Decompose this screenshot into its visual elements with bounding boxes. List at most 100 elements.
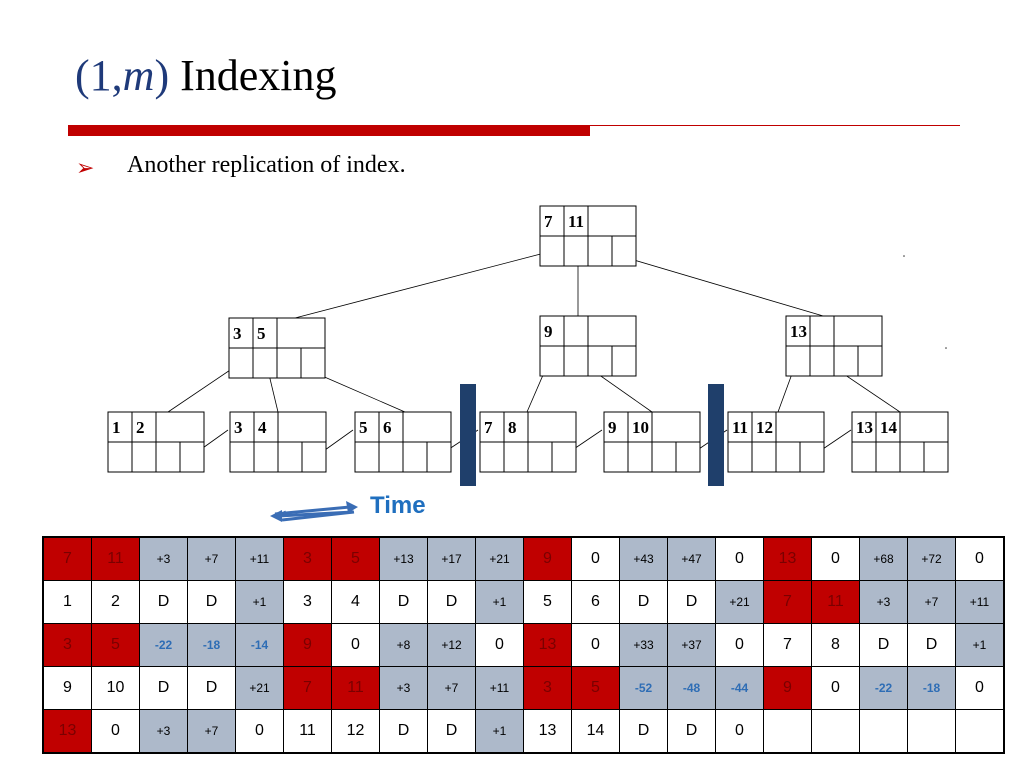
table-cell: +37 (667, 623, 716, 667)
root-node-key: 11 (568, 212, 584, 231)
table-cell: 13 (763, 536, 812, 581)
table-row: 13 0 +3 +7 0 11 12 D D +1 13 14 D D 0 (42, 709, 1005, 754)
table-cell: 11 (811, 580, 860, 624)
table-cell: D (187, 666, 236, 710)
leaf-node-key: 1 (112, 418, 121, 437)
time-arrow-forward (281, 510, 355, 522)
table-cell: +21 (475, 536, 524, 581)
table-cell: 0 (811, 536, 860, 581)
leaf-node-key: 9 (608, 418, 617, 437)
bullet-arrow-icon: ➢ (76, 156, 95, 181)
table-cell: 5 (523, 580, 572, 624)
table-cell: 13 (523, 709, 572, 754)
table-cell: 10 (91, 666, 140, 710)
table-cell: 0 (91, 709, 140, 754)
leaf-node-key: 3 (234, 418, 243, 437)
table-cell: 14 (571, 709, 620, 754)
internal-node-key: 9 (544, 322, 553, 341)
title-word: Indexing (180, 51, 337, 100)
bullet-text: Another replication of index. (127, 152, 406, 178)
leaf-node-key: 6 (383, 418, 392, 437)
leaf-node-key: 11 (732, 418, 748, 437)
table-cell: +43 (619, 536, 668, 581)
table-cell: +1 (475, 709, 524, 754)
table-cell: 5 (91, 623, 140, 667)
internal-node-key: 13 (790, 322, 807, 341)
table-row: 9 10 D D +21 7 11 +3 +7 +11 3 5 -52 -48 -44 9 0 -22 -18 0 (42, 666, 1005, 710)
table-cell: 13 (523, 623, 572, 667)
table-cell: 7 (283, 666, 332, 710)
root-node-key: 7 (544, 212, 553, 231)
table-cell: D (907, 623, 956, 667)
table-cell: D (619, 709, 668, 754)
internal-node-key: 3 (233, 324, 242, 343)
table-row: 7 11 +3 +7 +11 3 5 +13 +17 +21 9 0 +43 +47 0 13 0 +68 +72 0 (42, 536, 1005, 581)
stray-dot (903, 255, 905, 257)
title-underline-thin (590, 125, 960, 126)
table-cell: 9 (763, 666, 812, 710)
table-cell: +1 (955, 623, 1005, 667)
table-cell: 0 (475, 623, 524, 667)
table-cell: D (859, 623, 908, 667)
table-cell: D (427, 709, 476, 754)
table-cell: 3 (283, 536, 332, 581)
table-cell: 0 (571, 623, 620, 667)
table-cell: +1 (475, 580, 524, 624)
table-cell: 5 (331, 536, 380, 581)
tree-edge (294, 249, 557, 319)
table-cell: 5 (571, 666, 620, 710)
table-cell: 7 (42, 536, 92, 581)
table-cell: +11 (955, 580, 1005, 624)
table-cell: +11 (235, 536, 284, 581)
tree-edge (599, 249, 831, 319)
title-variable: m (122, 51, 155, 100)
table-cell: 9 (42, 666, 92, 710)
table-cell: +72 (907, 536, 956, 581)
table-cell: 3 (42, 623, 92, 667)
table-cell: -44 (715, 666, 764, 710)
title-suffix: ) (154, 51, 170, 100)
table-cell: +47 (667, 536, 716, 581)
table-cell: 11 (91, 536, 140, 581)
table-cell: D (667, 709, 716, 754)
table-cell: 7 (763, 623, 812, 667)
table-cell: D (187, 580, 236, 624)
time-arrow-head (346, 501, 358, 513)
time-label: Time (370, 492, 426, 519)
leaf-node-key: 10 (632, 418, 649, 437)
table-cell: 8 (811, 623, 860, 667)
table-cell: 0 (571, 536, 620, 581)
table-cell: 0 (811, 666, 860, 710)
segment-separator-bar (460, 384, 476, 486)
table-cell: 0 (715, 536, 764, 581)
table-cell: 3 (283, 580, 332, 624)
table-cell: 11 (283, 709, 332, 754)
table-cell: -18 (907, 666, 956, 710)
table-cell: +33 (619, 623, 668, 667)
table-cell: +17 (427, 536, 476, 581)
leaf-node-key: 5 (359, 418, 368, 437)
table-cell: 12 (331, 709, 380, 754)
internal-node-key: 5 (257, 324, 266, 343)
table-cell: +1 (235, 580, 284, 624)
table-cell: 2 (91, 580, 140, 624)
slide-title: (1,m) Indexing (75, 50, 337, 101)
title-underline-thick (68, 125, 590, 136)
table-cell: +13 (379, 536, 428, 581)
leaf-node-key: 12 (756, 418, 773, 437)
table-cell: 6 (571, 580, 620, 624)
time-arrow-mid (274, 505, 351, 516)
table-cell: +12 (427, 623, 476, 667)
table-cell (907, 709, 956, 754)
table-cell: +21 (715, 580, 764, 624)
title-prefix: (1, (75, 51, 123, 100)
segment-separator-bar (708, 384, 724, 486)
table-cell: 1 (42, 580, 92, 624)
table-cell: -22 (859, 666, 908, 710)
table-cell: 9 (283, 623, 332, 667)
table-cell: -48 (667, 666, 716, 710)
table-cell: 9 (523, 536, 572, 581)
leaf-node-key: 4 (258, 418, 267, 437)
table-cell: 0 (235, 709, 284, 754)
index-tree-diagram: 7 113 5 9 131 2 3 4 5 6 7 8 9 10 11 12 13 14 (107, 205, 949, 522)
